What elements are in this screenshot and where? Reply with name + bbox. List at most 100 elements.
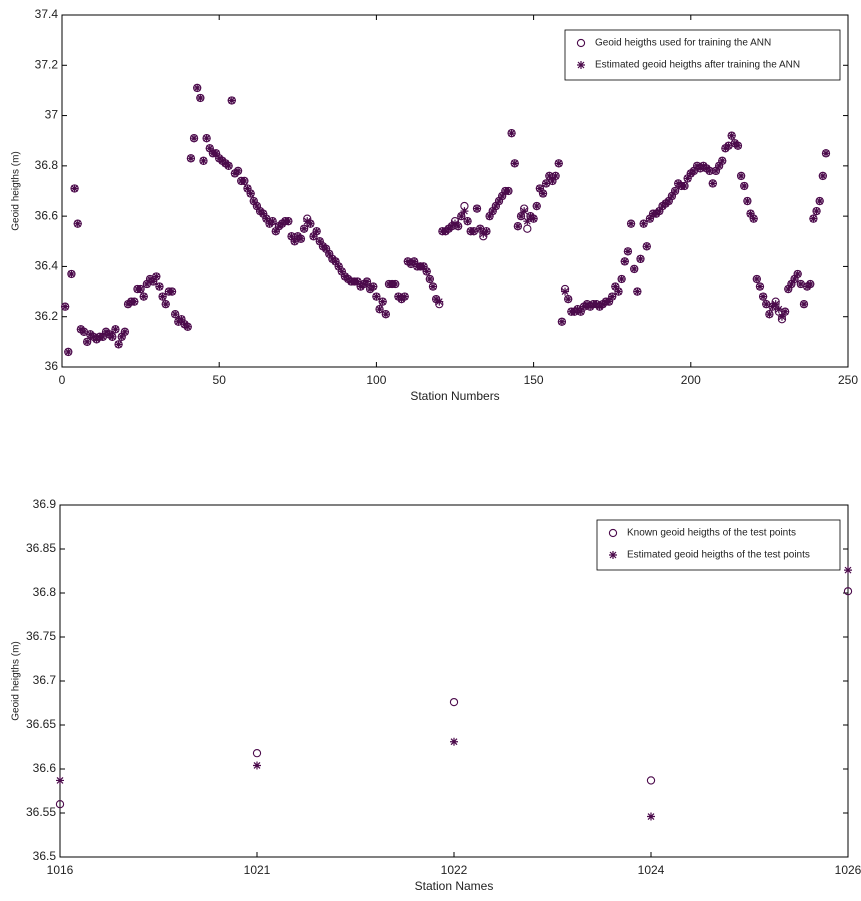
point	[391, 280, 400, 289]
point	[557, 317, 566, 326]
point	[491, 202, 500, 211]
point	[623, 247, 632, 256]
point	[193, 83, 202, 92]
point	[114, 340, 123, 349]
point	[554, 159, 563, 168]
point	[460, 207, 469, 216]
point	[844, 566, 852, 575]
point	[168, 287, 177, 296]
point	[520, 207, 529, 216]
point	[473, 204, 482, 213]
point	[617, 275, 626, 283]
y-tick-label: 36.8	[35, 158, 59, 172]
point	[202, 134, 211, 143]
point	[539, 189, 548, 198]
point	[647, 812, 655, 821]
point	[818, 171, 827, 180]
point	[737, 171, 746, 180]
point	[425, 275, 434, 283]
point	[253, 761, 261, 770]
point	[362, 277, 371, 286]
point	[284, 217, 293, 226]
point	[561, 287, 570, 296]
point	[196, 93, 205, 102]
point	[718, 156, 727, 165]
point	[155, 282, 164, 291]
point	[639, 219, 648, 228]
point	[749, 214, 758, 223]
legend-marker	[608, 528, 618, 538]
x-tick-label: 250	[838, 373, 858, 387]
point	[708, 179, 717, 188]
point	[419, 262, 428, 271]
point	[312, 227, 321, 236]
point	[149, 277, 158, 286]
point	[667, 192, 676, 201]
point	[287, 232, 296, 241]
point	[620, 257, 629, 266]
point	[252, 202, 261, 211]
point	[843, 587, 853, 596]
legend-label: Estimated geoid heigths of the test poin…	[627, 550, 810, 561]
legend-label: Geoid heigths used for training the ANN	[595, 38, 771, 49]
point	[683, 174, 692, 183]
point	[529, 214, 538, 223]
point	[252, 749, 262, 758]
point	[450, 737, 458, 746]
point	[334, 262, 343, 271]
point	[498, 192, 507, 201]
point	[495, 197, 504, 206]
point	[300, 224, 309, 233]
point	[183, 322, 192, 331]
y-tick-label: 37.4	[35, 7, 59, 21]
point	[325, 249, 334, 258]
point	[633, 287, 642, 296]
x-tick-label: 1026	[835, 863, 861, 877]
point	[224, 161, 233, 170]
point	[64, 347, 73, 356]
x-axis-label: Station Numbers	[410, 389, 499, 403]
point	[806, 280, 815, 289]
point	[627, 219, 636, 228]
point	[130, 297, 139, 306]
point	[259, 209, 268, 218]
point	[177, 315, 186, 324]
point	[120, 327, 129, 336]
point	[545, 171, 554, 180]
axes-frame	[61, 14, 849, 368]
y-tick-label: 37	[45, 108, 59, 122]
point	[523, 224, 532, 233]
point	[240, 176, 249, 185]
point	[372, 292, 381, 301]
point	[136, 285, 145, 294]
point	[488, 207, 497, 216]
point	[98, 332, 107, 341]
x-tick-label: 1022	[441, 863, 468, 877]
point	[664, 197, 673, 206]
point	[777, 312, 786, 321]
point	[642, 242, 651, 251]
point	[171, 310, 180, 319]
point	[630, 264, 639, 273]
point	[315, 237, 324, 246]
point	[108, 332, 117, 341]
point	[55, 800, 65, 809]
point	[746, 209, 755, 218]
point	[262, 214, 271, 223]
point	[435, 297, 444, 306]
point	[535, 184, 544, 193]
point	[815, 197, 824, 206]
point	[70, 184, 79, 193]
point	[513, 222, 522, 231]
point	[564, 295, 573, 304]
point	[680, 181, 689, 190]
point	[793, 269, 802, 278]
x-tick-label: 1016	[47, 863, 74, 877]
point	[331, 257, 340, 266]
point	[799, 300, 808, 309]
x-axis-label: Station Names	[415, 879, 494, 893]
point	[762, 300, 771, 309]
point	[161, 300, 170, 309]
point	[142, 280, 151, 289]
point	[711, 166, 720, 175]
